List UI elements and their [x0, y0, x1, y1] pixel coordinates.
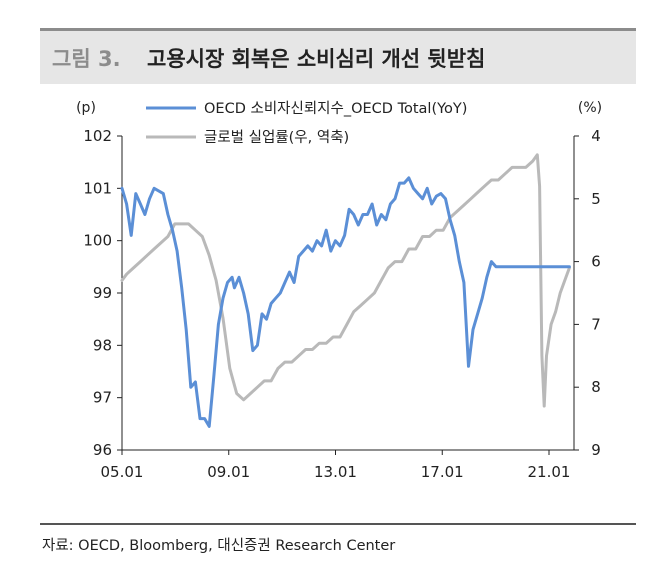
source-note: 자료: OECD, Bloomberg, 대신증권 Research Cente…: [42, 538, 396, 554]
right-tick-label: 4: [591, 127, 601, 145]
right-tick-label: 5: [591, 190, 601, 208]
figure-title: 고용시장 회복은 소비심리 개선 뒷받침: [147, 47, 486, 71]
left-tick-label: 101: [83, 179, 112, 197]
left-axis-ticks: 102 101 100 99 98 97 96: [83, 127, 122, 459]
legend-label-unemployment: 글로벌 실업률(우, 역축): [204, 129, 349, 146]
right-tick-label: 8: [591, 378, 601, 396]
x-tick-label: 21.01: [528, 463, 571, 481]
x-tick-label: 05.01: [101, 463, 144, 481]
legend: OECD 소비자신뢰지수_OECD Total(YoY) 글로벌 실업률(우, …: [146, 100, 467, 146]
right-tick-label: 7: [591, 315, 601, 333]
right-axis-ticks: 4 5 6 7 8 9: [574, 127, 601, 459]
series-layer: [120, 153, 571, 428]
left-tick-label: 99: [93, 284, 112, 302]
left-tick-label: 100: [83, 232, 112, 250]
left-tick-label: 98: [93, 336, 112, 354]
right-tick-label: 9: [591, 441, 601, 459]
series-line-oecd: [120, 176, 571, 428]
right-tick-label: 6: [591, 253, 601, 271]
right-axis-unit: (%): [578, 100, 602, 116]
x-tick-label: 09.01: [207, 463, 250, 481]
figure-header: 그림 3. 고용시장 회복은 소비심리 개선 뒷받침: [40, 28, 636, 84]
series-line-unemployment: [120, 153, 571, 408]
left-axis-unit: (p): [76, 100, 96, 116]
x-tick-label: 13.01: [314, 463, 357, 481]
figure-number: 그림 3.: [52, 47, 121, 71]
source-divider: [40, 523, 636, 525]
left-tick-label: 102: [83, 127, 112, 145]
x-axis-ticks: 05.01 09.01 13.01 17.01 21.01: [101, 450, 571, 481]
left-tick-label: 97: [93, 389, 112, 407]
chart-axes: (p) (%): [76, 100, 602, 451]
legend-label-oecd: OECD 소비자신뢰지수_OECD Total(YoY): [204, 100, 467, 117]
x-tick-label: 17.01: [421, 463, 464, 481]
left-tick-label: 96: [93, 441, 112, 459]
